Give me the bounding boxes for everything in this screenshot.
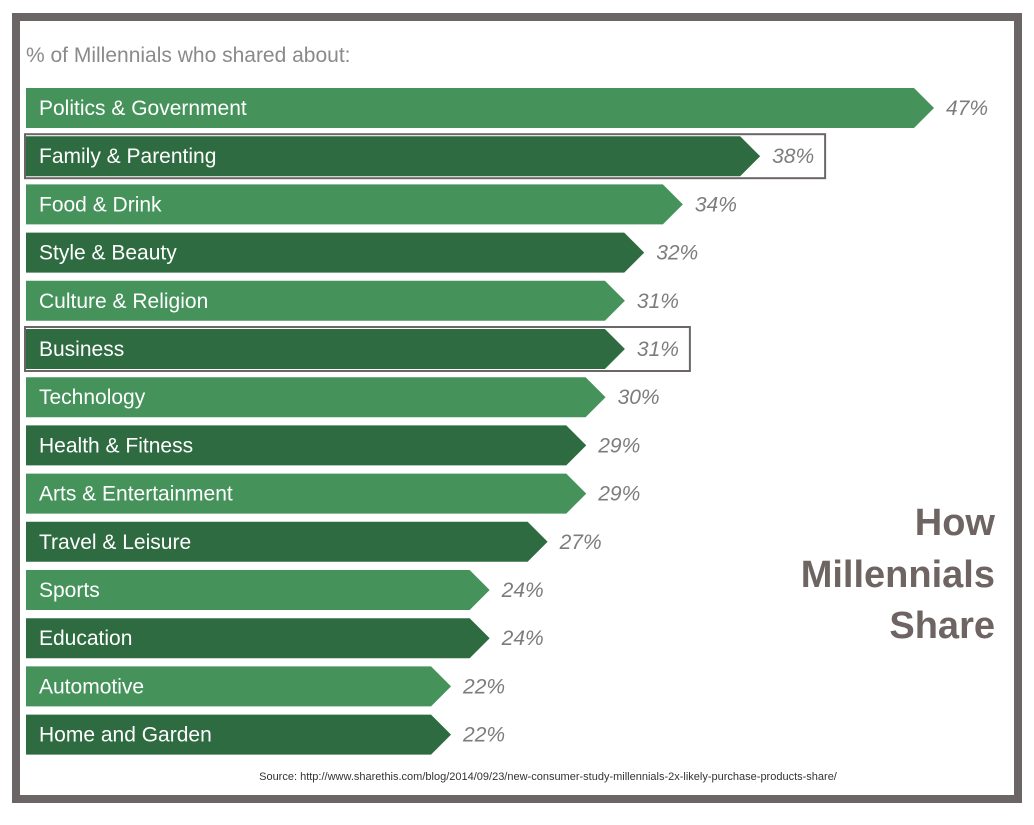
bar-category-label: Education [39, 627, 132, 650]
bar-value-label: 31% [637, 290, 679, 313]
bar [26, 618, 490, 659]
bar-category-label: Business [39, 338, 124, 361]
bar [26, 570, 490, 610]
source-note: Source: http://www.sharethis.com/blog/20… [259, 771, 838, 783]
bar-value-label: 31% [637, 338, 679, 361]
bar-category-label: Family & Parenting [39, 145, 216, 168]
bar-value-label: 22% [462, 724, 505, 747]
highlight-box [24, 133, 827, 180]
bar-category-label: Politics & Government [39, 97, 247, 120]
chart-subtitle: % of Millennials who shared about: [26, 44, 351, 67]
bar-category-label: Arts & Entertainment [39, 483, 233, 506]
bars-group: Politics & Government 47% Family & Parenti… [24, 88, 988, 755]
side-title-line: Share [889, 605, 995, 647]
bar-value-label: 38% [772, 145, 814, 168]
bar-category-label: Home and Garden [39, 724, 212, 747]
bar-category-label: Technology [39, 386, 146, 409]
chart-side-title: How Millennials Share [801, 502, 996, 647]
bar-value-label: 29% [597, 434, 640, 457]
bar [26, 521, 548, 562]
bar [26, 136, 761, 177]
bar-category-label: Travel & Leisure [39, 531, 191, 554]
bar [26, 473, 587, 514]
bar-category-label: Culture & Religion [39, 290, 208, 313]
bar-value-label: 24% [501, 579, 544, 602]
bar-value-label: 30% [618, 386, 660, 409]
bar [26, 666, 452, 707]
bar-value-label: 34% [695, 193, 737, 216]
bar [26, 280, 625, 321]
bar [26, 714, 452, 755]
bar-category-label: Automotive [39, 675, 144, 698]
bar-value-label: 27% [559, 531, 602, 554]
bar-value-label: 24% [501, 627, 544, 650]
bar-value-label: 22% [462, 675, 505, 698]
bar [26, 329, 625, 369]
bar-value-label: 29% [597, 483, 640, 506]
highlight-box [24, 326, 691, 372]
bar-category-label: Sports [39, 579, 100, 602]
bar [26, 377, 606, 418]
bar-category-label: Style & Beauty [39, 242, 177, 265]
bar-category-label: Health & Fitness [39, 434, 193, 457]
bar-category-label: Food & Drink [39, 193, 162, 216]
bar [26, 88, 934, 128]
bar-value-label: 32% [656, 242, 698, 265]
bar-value-label: 47% [946, 97, 988, 120]
bar [26, 184, 683, 225]
bar [26, 425, 587, 466]
side-title-line: Millennials [801, 554, 995, 596]
bar [26, 232, 645, 273]
side-title-line: How [915, 502, 996, 544]
